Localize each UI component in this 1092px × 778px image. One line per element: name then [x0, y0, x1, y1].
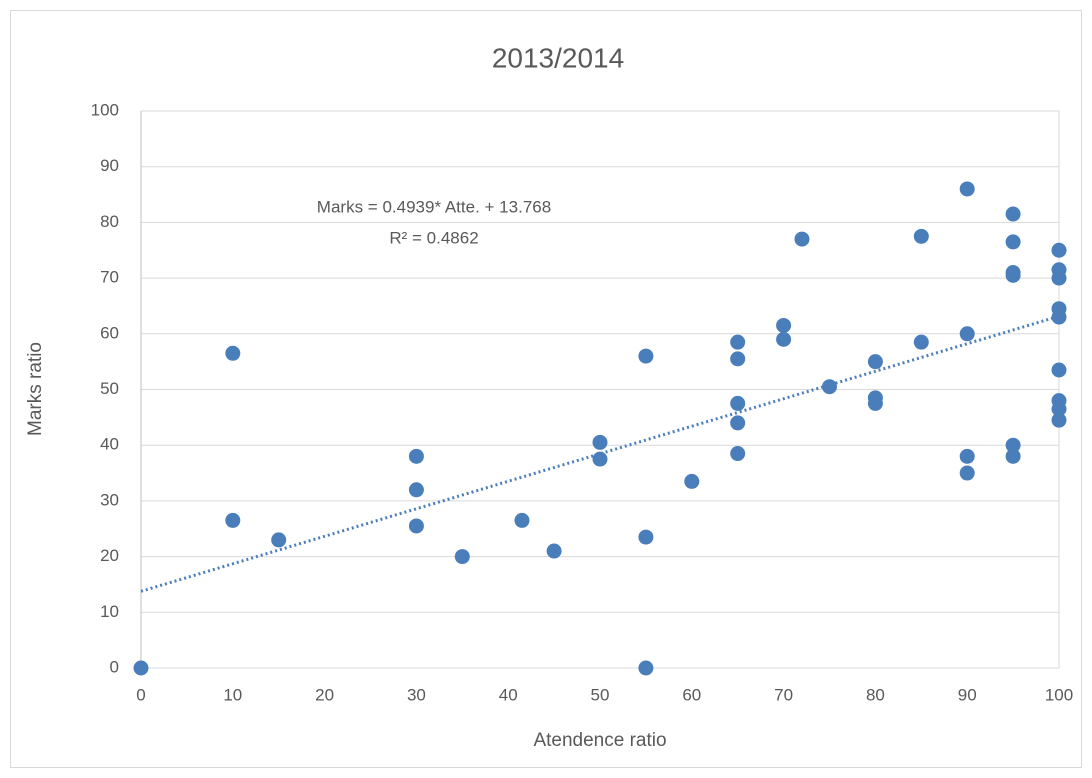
point: [959, 181, 975, 197]
point: [1005, 206, 1021, 222]
y-tick-label: 20: [100, 546, 119, 565]
point: [959, 326, 975, 342]
point: [1005, 437, 1021, 453]
point: [959, 448, 975, 464]
y-tick-label: 50: [100, 379, 119, 398]
point: [794, 231, 810, 247]
x-tick-label: 10: [223, 685, 242, 704]
point: [730, 415, 746, 431]
point: [1005, 234, 1021, 250]
point: [638, 348, 654, 364]
y-tick-label: 90: [100, 156, 119, 175]
y-tick-label: 30: [100, 490, 119, 509]
point: [408, 518, 424, 534]
point: [913, 228, 929, 244]
point: [1005, 448, 1021, 464]
point: [1051, 401, 1067, 417]
point: [225, 512, 241, 528]
point: [730, 446, 746, 462]
y-tick-label: 40: [100, 435, 119, 454]
y-tick-label: 70: [100, 268, 119, 287]
point: [592, 451, 608, 467]
x-tick-label: 20: [315, 685, 334, 704]
point: [1051, 270, 1067, 286]
x-tick-label: 70: [774, 685, 793, 704]
point: [546, 543, 562, 559]
y-tick-label: 60: [100, 323, 119, 342]
point: [1005, 267, 1021, 283]
point: [271, 532, 287, 548]
point: [1051, 362, 1067, 378]
y-tick-label: 10: [100, 602, 119, 621]
point: [592, 434, 608, 450]
point: [776, 317, 792, 333]
point: [1051, 242, 1067, 258]
point: [730, 334, 746, 350]
point: [514, 512, 530, 528]
point: [133, 660, 149, 676]
point: [684, 473, 700, 489]
y-tick-label: 80: [100, 212, 119, 231]
x-axis-title: Atendence ratio: [533, 730, 666, 751]
point: [454, 549, 470, 565]
x-tick-label: 40: [499, 685, 518, 704]
point: [1051, 309, 1067, 325]
point: [822, 379, 837, 395]
trend-equation: Marks = 0.4939* Atte. + 13.768: [317, 197, 551, 216]
x-tick-label: 100: [1045, 685, 1073, 704]
x-tick-label: 30: [407, 685, 426, 704]
y-tick-label: 100: [91, 100, 119, 119]
x-tick-label: 80: [866, 685, 885, 704]
point: [408, 482, 424, 498]
point: [867, 354, 883, 370]
point: [776, 331, 792, 347]
y-axis-title: Marks ratio: [25, 342, 46, 436]
point: [638, 529, 654, 545]
point: [959, 465, 975, 481]
point: [913, 334, 929, 350]
y-tick-label: 0: [110, 657, 119, 676]
point: [730, 395, 746, 411]
point: [730, 351, 746, 367]
point: [408, 448, 424, 464]
chart-title: 2013/2014: [492, 42, 624, 73]
trend-r2: R² = 0.4862: [389, 228, 478, 247]
point: [638, 660, 654, 676]
point: [225, 345, 241, 361]
point: [1051, 412, 1067, 428]
x-tick-label: 0: [136, 685, 145, 704]
point: [867, 395, 883, 411]
x-tick-label: 50: [591, 685, 610, 704]
x-tick-label: 90: [958, 685, 977, 704]
x-tick-label: 60: [682, 685, 701, 704]
